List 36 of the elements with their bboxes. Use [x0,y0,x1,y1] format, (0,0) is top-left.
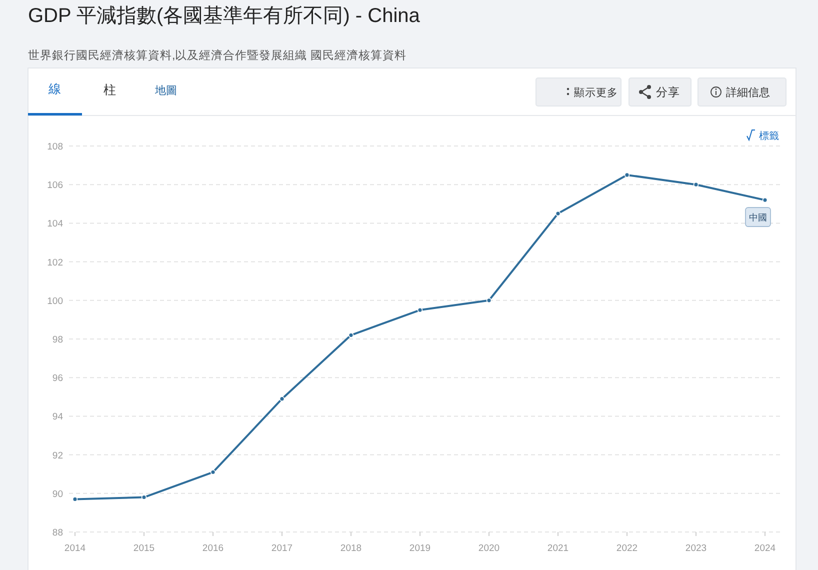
y-tick-label: 100 [47,296,63,307]
text: 線 [48,82,62,96]
button: 詳細信息 [698,78,786,106]
text: 地圖 [154,84,177,97]
point [486,298,492,303]
point [348,332,354,338]
y-tick-label: 108 [47,142,63,152]
y-tick-label: 98 [52,334,63,346]
text: 柱 [104,83,116,97]
y-tick-label: 90 [52,488,63,500]
x-tick-label: 2015 [133,543,155,554]
text: 標籤 [759,130,779,142]
x-tick-label: 2019 [409,543,431,554]
x-tick-label: 2018 [340,543,362,554]
button: 分享 [628,78,692,106]
y-tick-label: 104 [47,218,63,230]
y-tick-label: 92 [52,450,63,462]
button: 顯示更多 [536,78,622,106]
chart-subtitle: 世界銀行國民經濟核算資料,以及經濟合作暨發展組織 國民經濟核算資料 [28,48,406,62]
x-tick-label: 2014 [64,543,86,554]
y-tick-label: 96 [52,373,63,384]
y-tick-label: 88 [52,528,63,538]
x-tick-label: 2023 [685,543,707,554]
series-label: 中國 [745,207,771,227]
point [279,396,285,402]
y-tick-label: 102 [47,257,63,268]
y-tick-label: 94 [52,412,63,423]
x-tick-label: 2024 [754,543,776,554]
x-tick-label: 2021 [547,543,569,554]
x-tick-label: 2020 [478,543,500,554]
x-tick-label: 2017 [271,543,293,554]
x-tick-label: 2016 [202,543,224,554]
chart-title: GDP 平減指數(各國基準年有所不同) - China [28,5,421,27]
y-tick-label: 106 [47,180,63,192]
series-label: 中國 [749,212,767,223]
x-tick-label: 2022 [616,543,638,554]
